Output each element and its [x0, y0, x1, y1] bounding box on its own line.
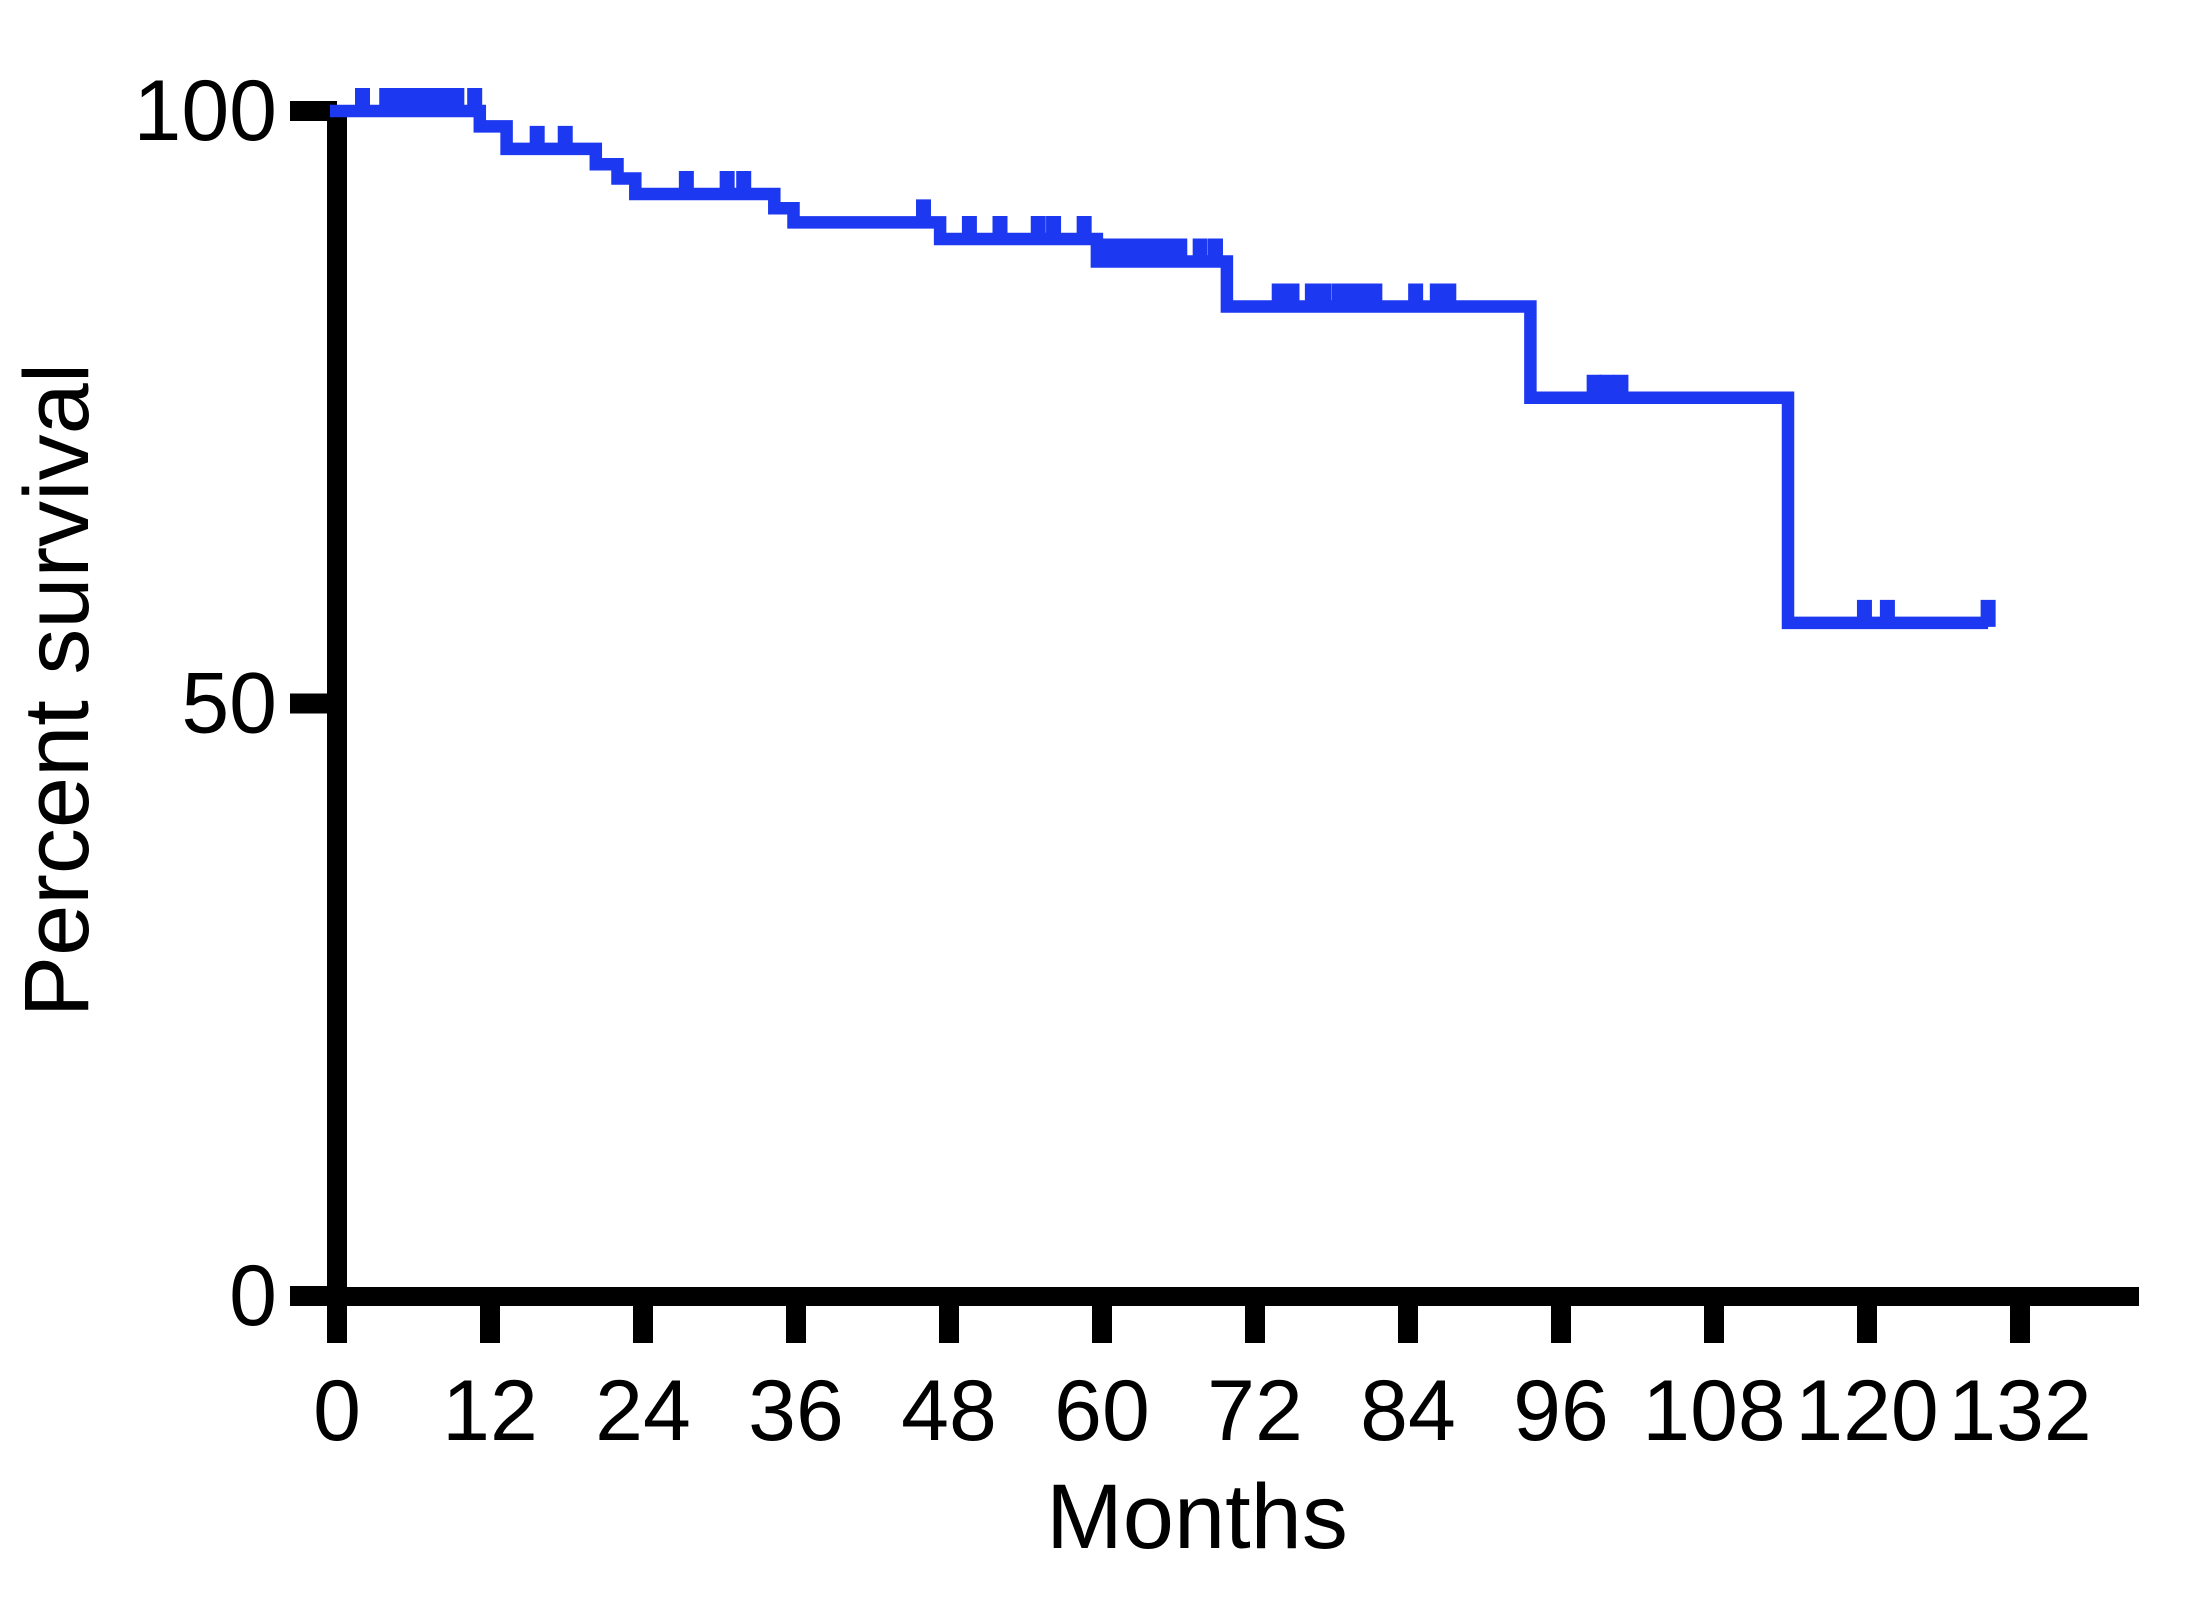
axes: 0 50 100 0 12 24 36 48 60 72 84 96 108 120 132: [134, 63, 2139, 1459]
y-tick: [290, 693, 337, 714]
y-tick-label: 100: [134, 63, 278, 159]
x-tick: [786, 1296, 806, 1343]
x-tick: [327, 1296, 347, 1343]
x-tick-label: 0: [313, 1363, 361, 1459]
x-tick: [633, 1296, 653, 1343]
y-axis-line: [327, 105, 347, 1343]
x-tick-label: 96: [1513, 1363, 1609, 1459]
x-tick-label: 132: [1948, 1363, 2092, 1459]
x-tick: [480, 1296, 500, 1343]
x-tick-label: 108: [1642, 1363, 1786, 1459]
x-tick: [1704, 1296, 1724, 1343]
x-tick-label: 48: [901, 1363, 997, 1459]
x-tick-label: 12: [442, 1363, 538, 1459]
x-tick: [1245, 1296, 1265, 1343]
y-tick-label: 50: [181, 656, 277, 752]
x-tick-label: 120: [1795, 1363, 1939, 1459]
x-tick: [1857, 1296, 1877, 1343]
x-tick: [1398, 1296, 1418, 1343]
y-tick: [290, 101, 337, 121]
x-tick-label: 24: [595, 1363, 691, 1459]
y-tick: [290, 1286, 337, 1306]
x-tick-label: 72: [1207, 1363, 1303, 1459]
x-tick-label: 60: [1054, 1363, 1150, 1459]
survival-curve-layer: [330, 88, 1996, 630]
x-tick-label: 36: [748, 1363, 844, 1459]
x-axis-line: [290, 1287, 2139, 1306]
x-tick-label: 84: [1360, 1363, 1456, 1459]
survival-curve: [330, 104, 1989, 630]
y-axis-title: Percent survival: [6, 363, 108, 1017]
x-tick: [2010, 1296, 2030, 1343]
y-tick-label: 0: [229, 1248, 277, 1344]
x-tick: [1092, 1296, 1112, 1343]
x-tick: [1551, 1296, 1571, 1343]
x-tick: [939, 1296, 959, 1343]
x-axis-title: Months: [1046, 1466, 1348, 1568]
